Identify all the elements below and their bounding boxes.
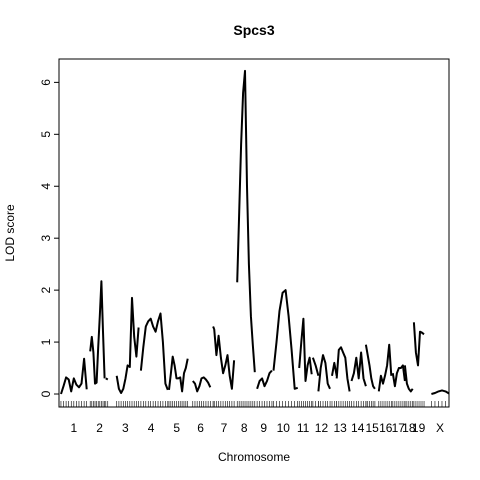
y-tick-label: 1	[39, 338, 53, 345]
lod-curve	[105, 377, 109, 381]
lod-curve	[256, 369, 273, 390]
x-tick-label: 19	[412, 421, 426, 435]
lod-curve	[60, 357, 88, 395]
y-tick-label: 6	[39, 79, 53, 86]
x-tick-label: 11	[297, 421, 310, 435]
lod-curve	[139, 312, 169, 391]
x-axis-label: Chromosome	[218, 450, 290, 464]
lod-curve	[236, 69, 256, 373]
chart-title: Spcs3	[233, 22, 274, 38]
y-axis-label: LOD score	[3, 204, 17, 262]
lod-curve	[331, 361, 338, 376]
lod-curve	[89, 280, 106, 385]
lod-curve	[272, 289, 299, 390]
lod-curve	[364, 344, 376, 390]
y-tick-label: 3	[39, 235, 53, 242]
x-tick-label: 15	[365, 421, 379, 435]
lod-curve	[213, 329, 236, 390]
x-tick-label: 3	[122, 421, 129, 435]
y-tick-label: 0	[39, 390, 53, 397]
lod-curve	[412, 322, 425, 367]
lod-curve	[317, 354, 331, 392]
x-tick-label: 5	[173, 421, 180, 435]
lod-curve	[377, 343, 393, 392]
x-tick-label: 9	[260, 421, 267, 435]
x-tick-label: 16	[379, 421, 393, 435]
y-tick-label: 2	[39, 286, 53, 293]
lod-curve	[168, 355, 189, 393]
lod-curve	[431, 389, 450, 395]
lod-curve	[403, 365, 414, 393]
x-tick-label: 6	[197, 421, 204, 435]
lod-curve	[298, 317, 313, 382]
lod-curve	[192, 376, 212, 393]
marker-rug	[60, 401, 450, 407]
y-axis: 0 1 2 3 4 5 6	[39, 79, 60, 397]
x-tick-label: 14	[351, 421, 365, 435]
x-tick-label: 17	[392, 421, 406, 435]
lod-curve	[350, 351, 367, 387]
x-tick-label: 7	[221, 421, 228, 435]
lod-curve	[391, 364, 406, 388]
x-tick-label: 4	[148, 421, 155, 435]
y-tick-label: 5	[39, 131, 53, 138]
lod-curve	[335, 346, 351, 392]
y-tick-label: 4	[39, 183, 53, 190]
x-tick-label: 12	[315, 421, 329, 435]
x-tick-label: 10	[277, 421, 291, 435]
lod-curves	[60, 69, 450, 395]
x-tick-label: X	[436, 421, 444, 435]
x-tick-label: 2	[96, 421, 103, 435]
x-tick-label: 1	[70, 421, 77, 435]
lod-curve	[212, 326, 216, 330]
x-tick-label: 13	[334, 421, 348, 435]
x-tick-label: 18	[402, 421, 416, 435]
x-tick-label: 8	[241, 421, 248, 435]
lod-curve	[311, 357, 320, 377]
lod-curve	[115, 296, 140, 394]
